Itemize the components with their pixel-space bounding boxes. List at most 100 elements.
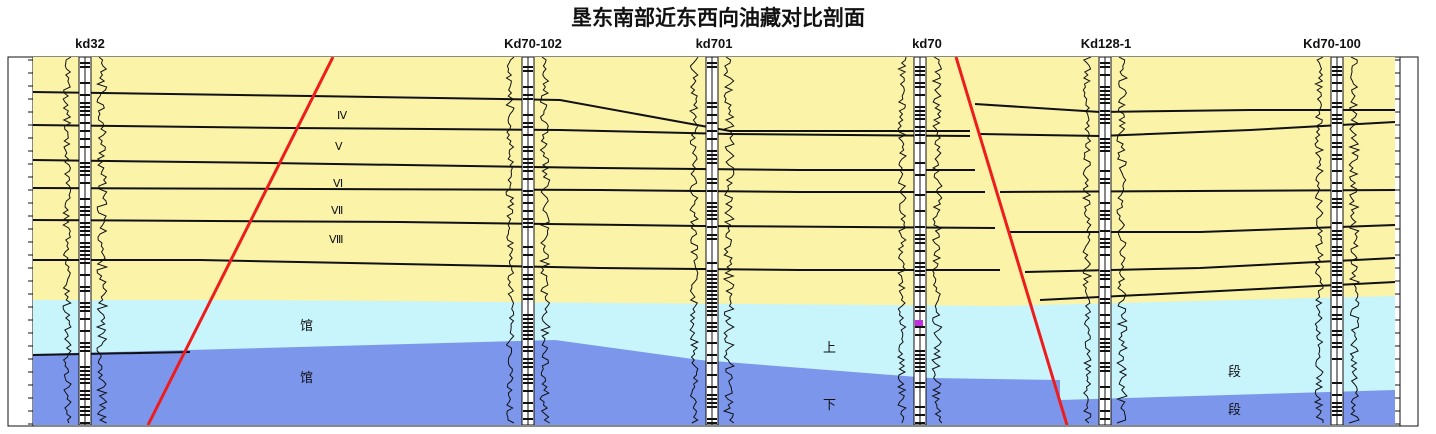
log-mark bbox=[523, 178, 533, 180]
log-mark bbox=[1332, 90, 1342, 92]
log-mark bbox=[1332, 190, 1342, 192]
log-mark bbox=[1100, 230, 1110, 232]
log-mark bbox=[523, 362, 533, 364]
log-mark bbox=[523, 254, 533, 256]
log-mark bbox=[523, 286, 533, 288]
log-mark bbox=[80, 206, 90, 208]
log-mark bbox=[1332, 102, 1342, 104]
log-mark bbox=[1332, 290, 1342, 292]
log-mark bbox=[707, 178, 717, 180]
log-mark bbox=[915, 118, 925, 120]
log-mark bbox=[707, 354, 717, 356]
layer-boundary bbox=[33, 187, 985, 193]
log-mark bbox=[1332, 358, 1342, 360]
log-mark bbox=[80, 210, 90, 212]
log-mark bbox=[523, 334, 533, 336]
layer-boundary bbox=[33, 124, 971, 137]
log-mark bbox=[1100, 178, 1110, 180]
log-mark bbox=[80, 106, 90, 108]
log-mark bbox=[915, 226, 925, 228]
log-mark bbox=[523, 94, 533, 96]
log-mark bbox=[80, 122, 90, 124]
log-mark bbox=[1332, 234, 1342, 236]
log-mark bbox=[707, 150, 717, 152]
log-mark bbox=[523, 278, 533, 280]
log-mark bbox=[523, 246, 533, 248]
log-mark bbox=[915, 238, 925, 240]
log-mark bbox=[707, 418, 717, 420]
log-mark bbox=[80, 82, 90, 84]
log-mark bbox=[1332, 230, 1342, 232]
log-mark bbox=[1332, 314, 1342, 316]
log-mark bbox=[1100, 150, 1110, 152]
log-mark bbox=[915, 250, 925, 252]
log-mark bbox=[1332, 106, 1342, 108]
log-mark bbox=[80, 250, 90, 252]
log-mark bbox=[1332, 410, 1342, 412]
log-mark bbox=[80, 350, 90, 352]
log-mark bbox=[523, 274, 533, 276]
log-mark bbox=[1100, 338, 1110, 340]
log-mark bbox=[80, 302, 90, 304]
log-mark bbox=[80, 222, 90, 224]
log-mark bbox=[80, 66, 90, 68]
log-mark bbox=[80, 114, 90, 116]
sp-curve bbox=[505, 57, 515, 424]
log-mark bbox=[915, 106, 925, 108]
log-mark bbox=[1332, 82, 1342, 84]
log-mark bbox=[1332, 250, 1342, 252]
sp-curve bbox=[62, 57, 72, 424]
log-mark bbox=[1100, 342, 1110, 344]
log-mark bbox=[915, 414, 925, 416]
log-mark bbox=[80, 414, 90, 416]
log-mark bbox=[1332, 206, 1342, 208]
log-mark bbox=[915, 290, 925, 292]
well-log bbox=[688, 57, 735, 425]
log-mark bbox=[523, 202, 533, 204]
log-mark bbox=[915, 306, 925, 308]
log-mark bbox=[1332, 266, 1342, 268]
log-mark bbox=[915, 350, 925, 352]
log-mark bbox=[707, 298, 717, 300]
log-mark bbox=[1332, 154, 1342, 156]
log-mark bbox=[523, 158, 533, 160]
log-mark bbox=[915, 142, 925, 144]
log-mark bbox=[1100, 138, 1110, 140]
log-mark bbox=[80, 382, 90, 384]
log-mark bbox=[1332, 402, 1342, 404]
log-mark bbox=[523, 98, 533, 100]
formation-label-guan-upper: 馆 bbox=[300, 319, 313, 334]
formation-label-shang: 上 bbox=[823, 341, 836, 356]
log-mark bbox=[523, 134, 533, 136]
layer-boundary bbox=[33, 351, 191, 356]
log-mark bbox=[80, 318, 90, 320]
log-mark bbox=[1100, 418, 1110, 420]
zone-label-iv: Ⅳ bbox=[337, 109, 348, 122]
log-mark bbox=[80, 246, 90, 248]
log-mark bbox=[707, 394, 717, 396]
log-mark bbox=[707, 398, 717, 400]
log-mark bbox=[1100, 302, 1110, 304]
log-mark bbox=[915, 86, 925, 88]
layer-boundary bbox=[33, 219, 996, 229]
log-mark bbox=[523, 330, 533, 332]
log-mark bbox=[80, 254, 90, 256]
log-mark bbox=[80, 214, 90, 216]
log-mark bbox=[1332, 202, 1342, 204]
log-mark bbox=[915, 358, 925, 360]
log-mark bbox=[1332, 118, 1342, 120]
log-mark bbox=[707, 274, 717, 276]
log-mark bbox=[1100, 238, 1110, 240]
layer-boundary bbox=[33, 259, 1000, 271]
log-mark bbox=[523, 350, 533, 352]
log-mark bbox=[915, 334, 925, 336]
log-mark bbox=[523, 418, 533, 420]
well-label-kd70-100: Kd70-100 bbox=[1303, 36, 1361, 51]
log-mark bbox=[707, 218, 717, 220]
log-mark bbox=[707, 122, 717, 124]
well-label-kd701: kd701 bbox=[695, 36, 733, 51]
log-mark bbox=[915, 406, 925, 408]
log-mark bbox=[915, 370, 925, 372]
log-mark bbox=[80, 110, 90, 112]
